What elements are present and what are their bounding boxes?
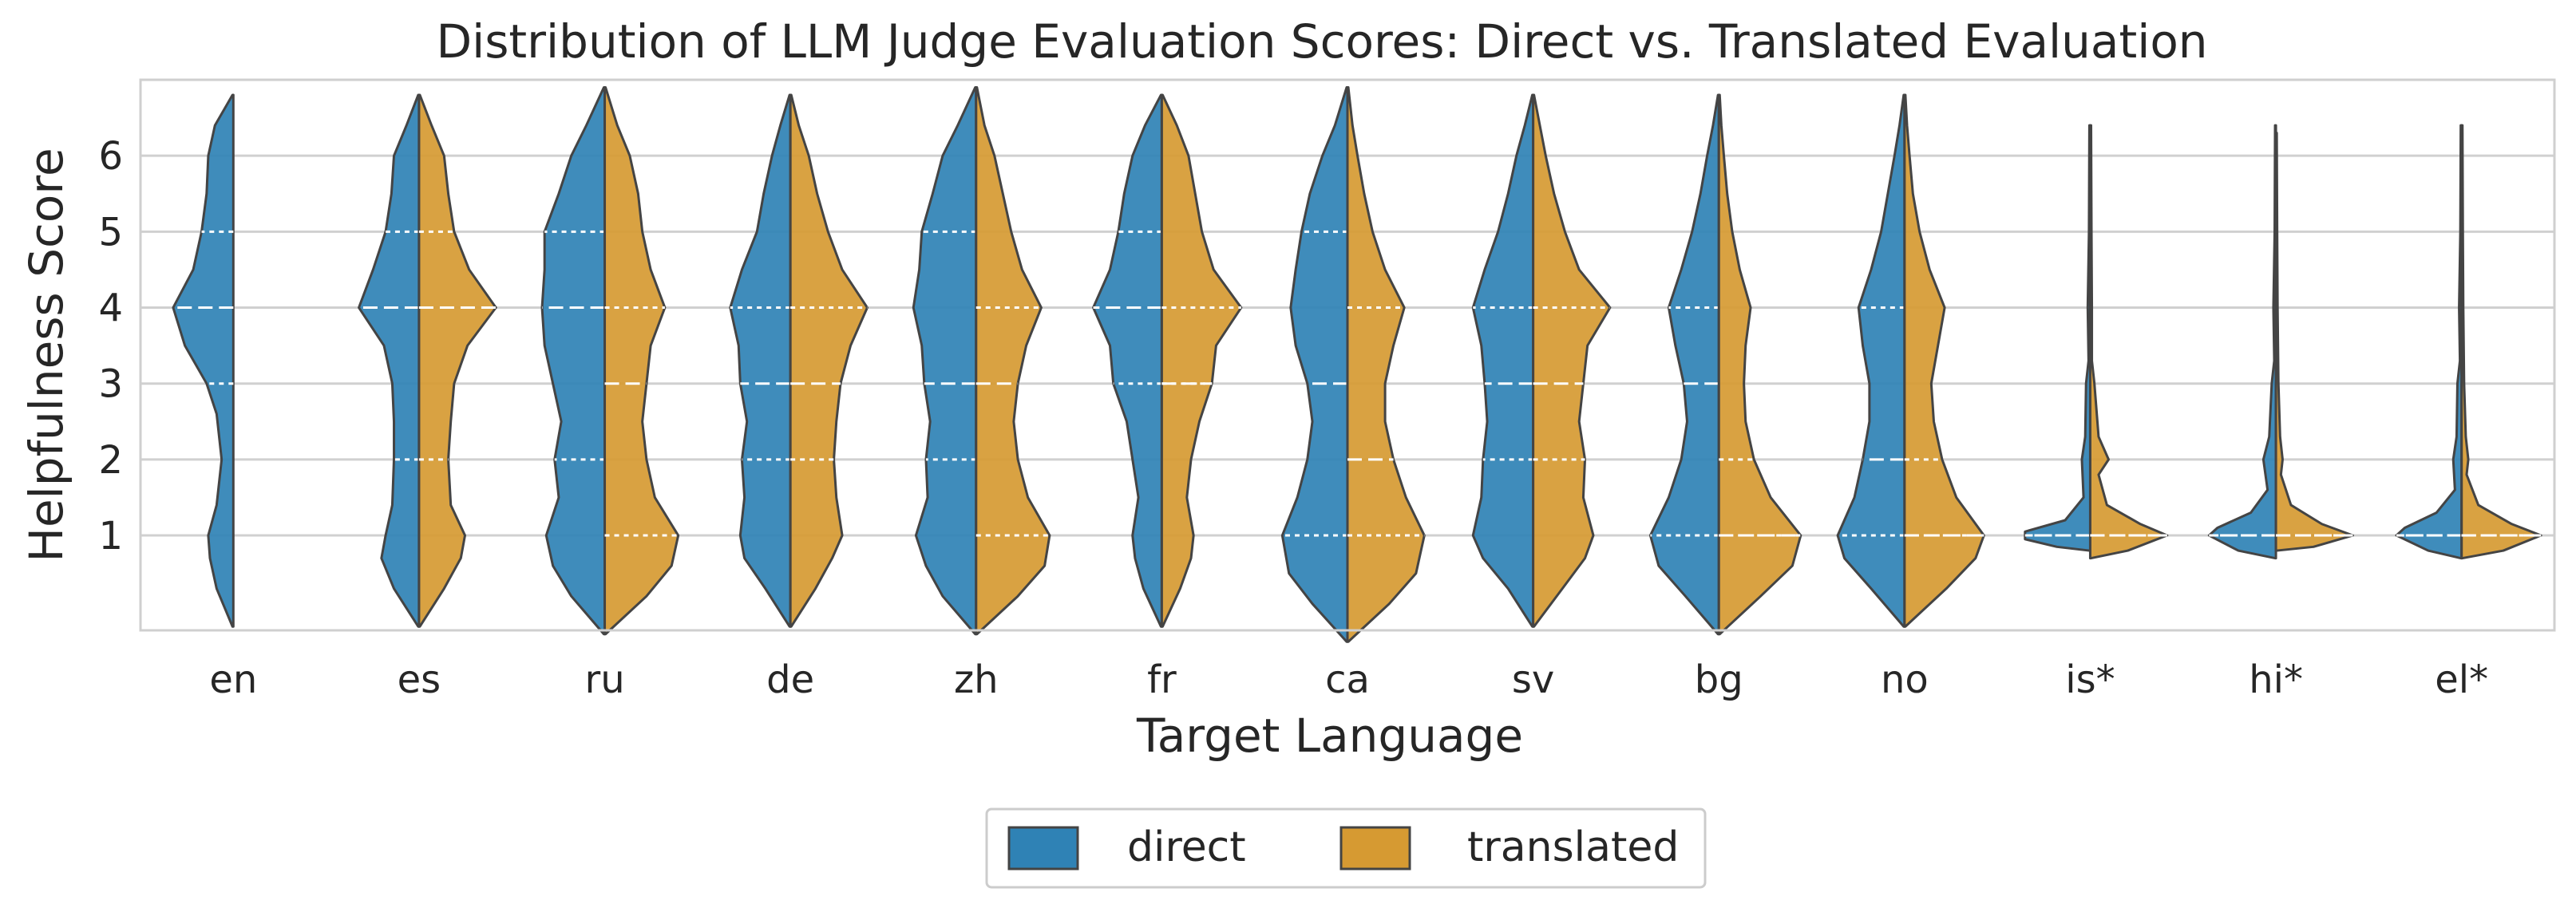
violin-direct-bg	[1648, 93, 1720, 636]
x-tick-label: ru	[584, 657, 624, 702]
y-tick-label: 5	[98, 210, 123, 255]
x-tick-label: hi*	[2249, 657, 2303, 702]
plot-area-frame	[139, 78, 2556, 632]
violin-direct-fr	[1092, 93, 1163, 628]
legend: direct translated	[985, 807, 1707, 889]
chart-title: Distribution of LLM Judge Evaluation Sco…	[436, 14, 2207, 69]
y-tick-label: 3	[98, 362, 123, 407]
y-tick-label: 4	[98, 286, 123, 331]
violin-direct-en	[172, 93, 235, 628]
x-tick-label: en	[209, 657, 257, 702]
violin-direct-de	[729, 93, 792, 628]
legend-label-translated: translated	[1467, 823, 1679, 871]
violins	[172, 86, 2542, 643]
violin-translated-el*	[2460, 124, 2542, 560]
violin-translated-hi*	[2274, 132, 2354, 552]
x-tick-label: fr	[1147, 657, 1177, 702]
x-axis-label: Target Language	[1136, 709, 1523, 763]
x-tick-labels: en es ru de zh fr ca sv bg no is* hi* el*	[209, 657, 2488, 702]
violin-direct-es	[358, 93, 421, 628]
x-tick-label: zh	[954, 657, 999, 702]
x-tick-label: sv	[1512, 657, 1554, 702]
y-tick-label: 6	[98, 134, 123, 179]
violin-translated-is*	[2088, 124, 2169, 560]
y-tick-label: 2	[98, 438, 123, 483]
x-tick-label: es	[398, 657, 441, 702]
x-tick-label: is*	[2065, 657, 2115, 702]
violin-translated-zh	[975, 86, 1051, 636]
y-tick-labels: 1 2 3 4 5 6	[98, 134, 123, 559]
violin-translated-no	[1903, 93, 1985, 628]
x-tick-label: bg	[1695, 657, 1743, 702]
violin-direct-zh	[912, 86, 978, 636]
x-tick-label: ca	[1325, 657, 1370, 702]
violin-direct-sv	[1471, 93, 1535, 628]
violin-translated-bg	[1717, 93, 1802, 636]
violin-direct-ru	[540, 86, 607, 636]
violin-translated-es	[417, 93, 497, 628]
legend-label-direct: direct	[1127, 823, 1246, 871]
violin-translated-fr	[1160, 93, 1243, 628]
violin-translated-ca	[1346, 86, 1426, 643]
violin-direct-ca	[1280, 86, 1349, 643]
legend-swatch-translated	[1339, 826, 1411, 871]
violin-translated-sv	[1532, 93, 1612, 628]
y-tick-label: 1	[98, 514, 123, 559]
x-tick-label: no	[1881, 657, 1929, 702]
violin-direct-no	[1836, 93, 1906, 628]
violin-translated-ru	[603, 86, 680, 636]
x-tick-label: de	[766, 657, 814, 702]
violin-translated-de	[789, 93, 869, 628]
y-axis-label: Helpfulness Score	[19, 148, 73, 562]
legend-swatch-direct	[1007, 826, 1079, 871]
x-tick-label: el*	[2435, 657, 2488, 702]
